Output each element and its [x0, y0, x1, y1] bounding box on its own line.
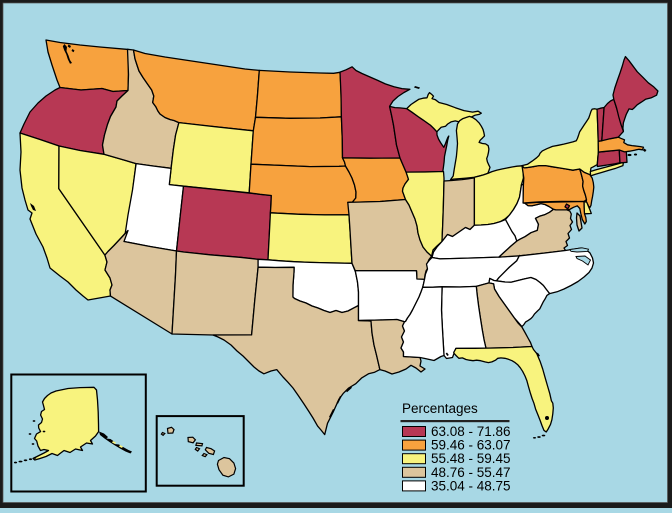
svg-text:35.04 - 48.75: 35.04 - 48.75: [431, 478, 511, 493]
svg-text:Percentages: Percentages: [402, 401, 478, 416]
